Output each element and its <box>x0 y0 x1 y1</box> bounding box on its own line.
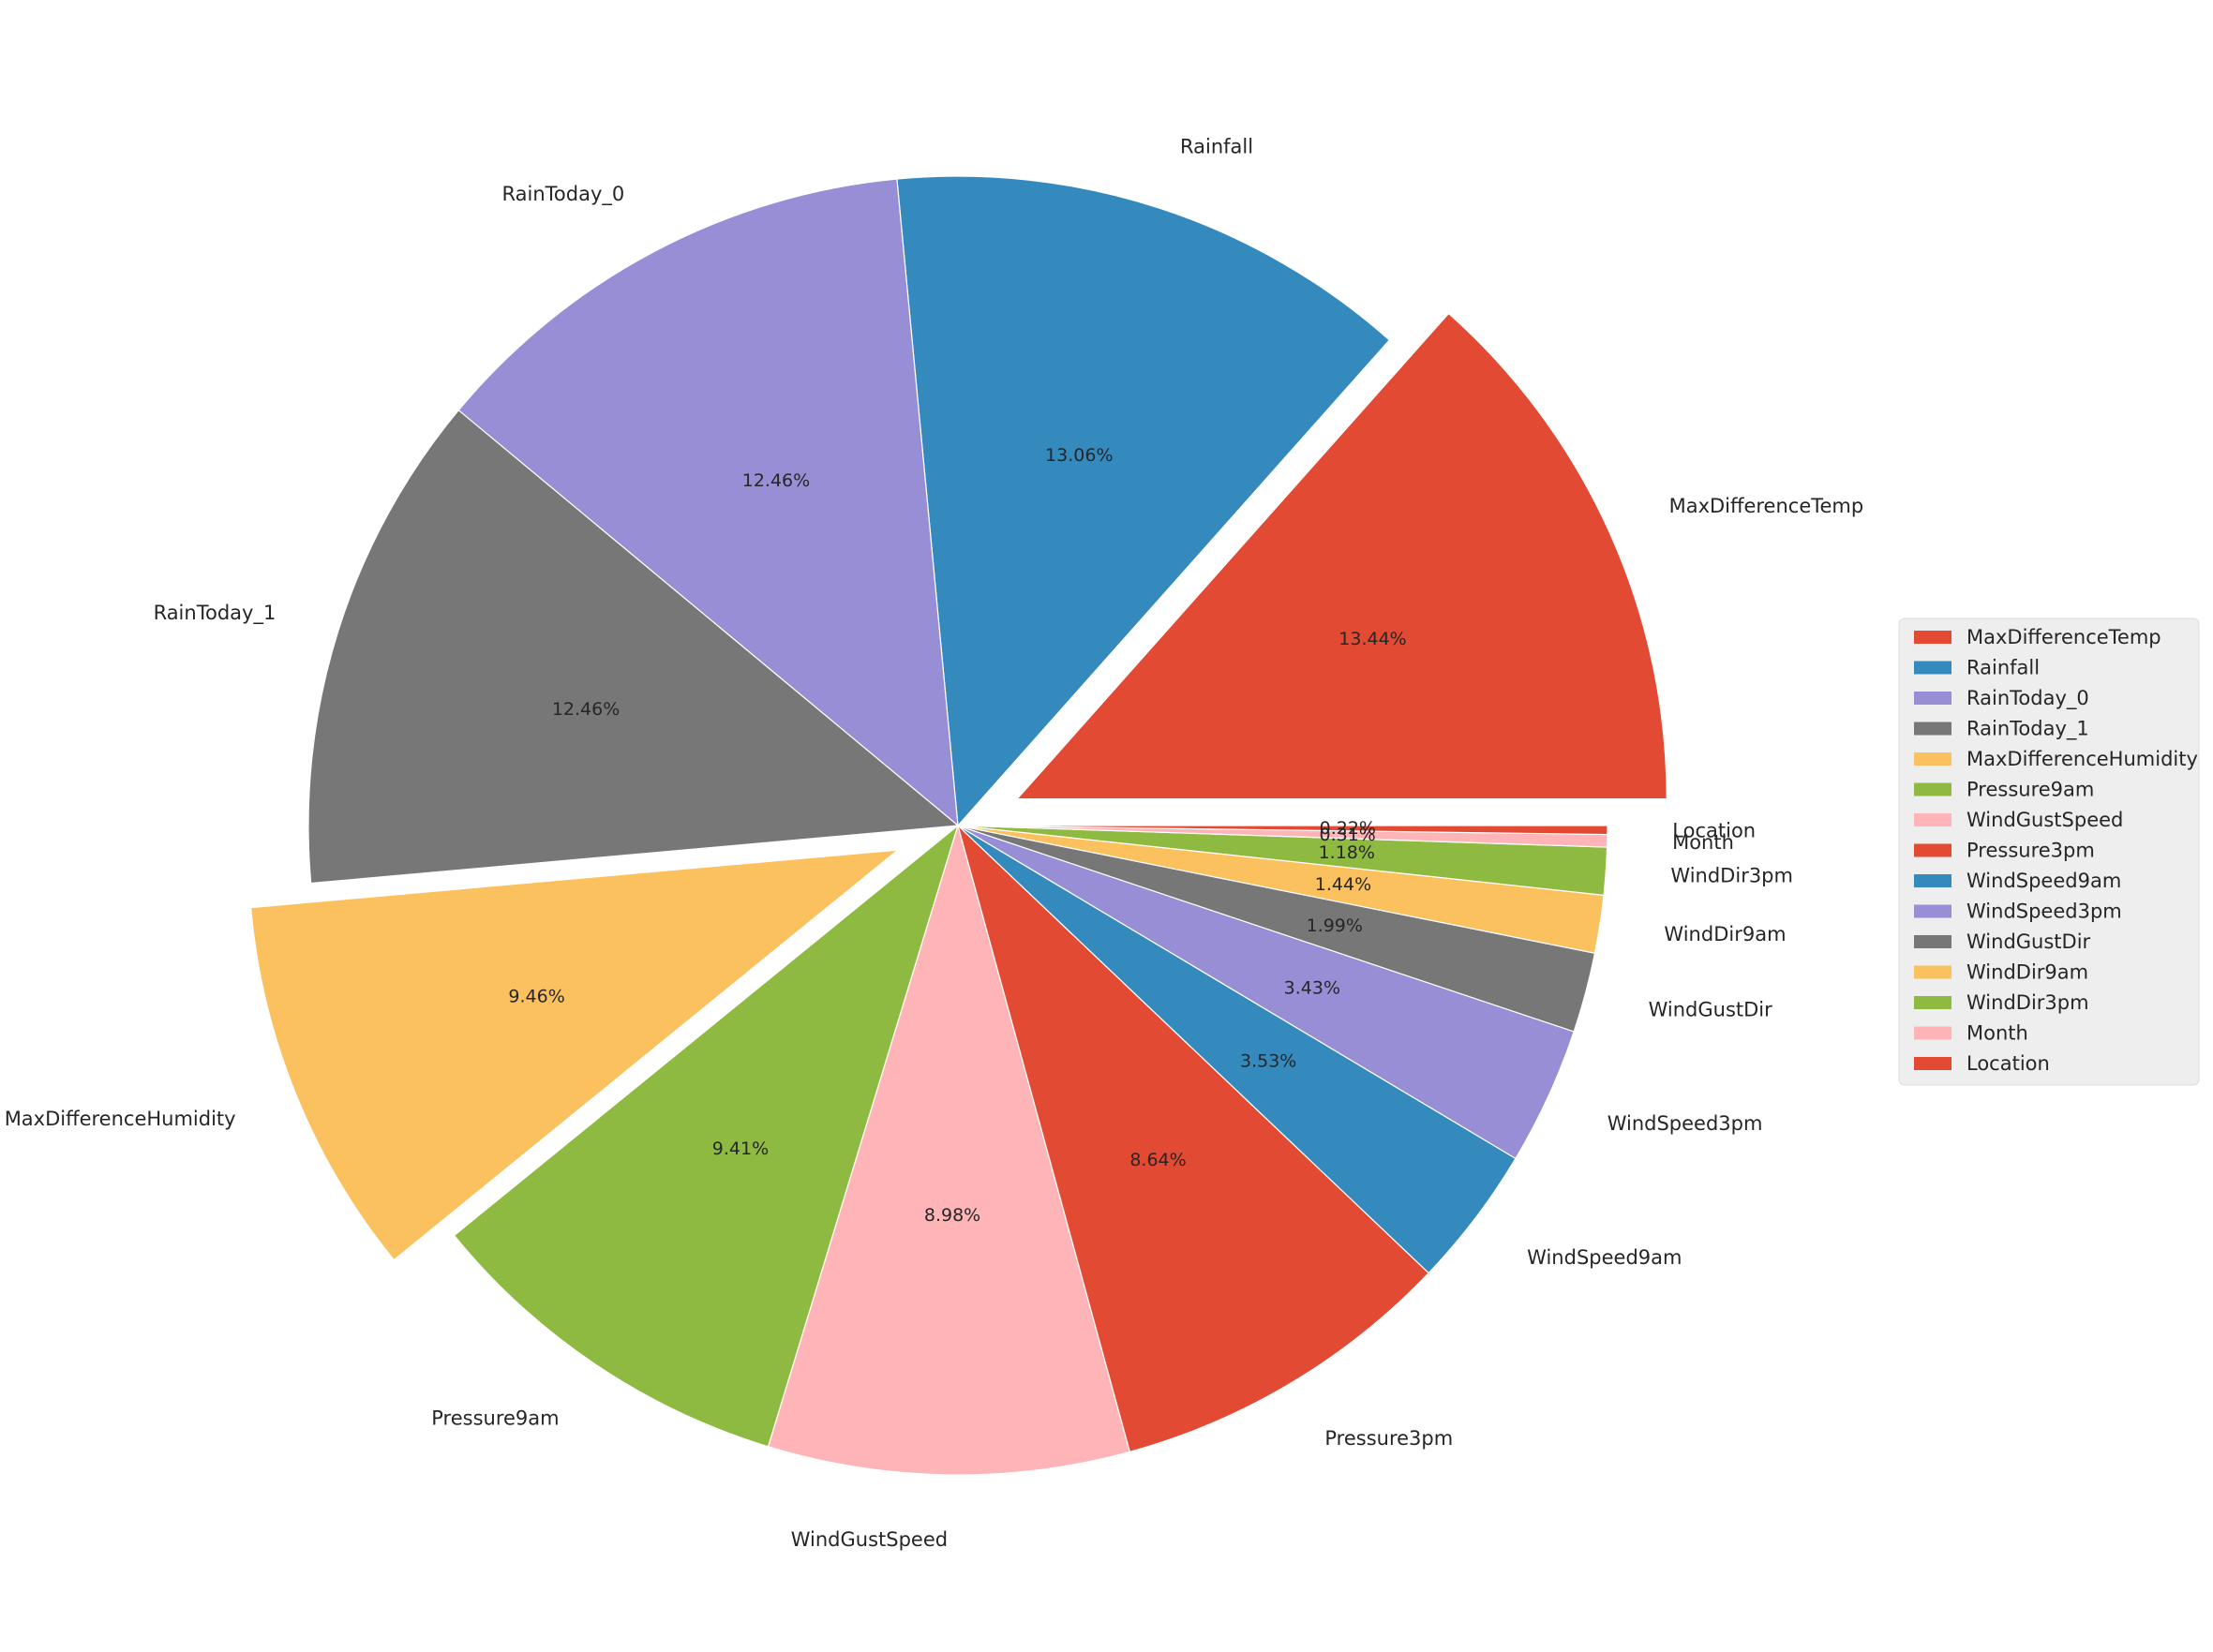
pct-label-pressure3pm: 8.64% <box>1129 1150 1186 1170</box>
pct-label-raintoday-0: 12.46% <box>742 470 810 491</box>
legend-swatch-pressure9am <box>1914 782 1951 796</box>
legend-swatch-windgustdir <box>1914 935 1951 948</box>
slice-label-windgustspeed: WindGustSpeed <box>791 1528 948 1551</box>
legend: MaxDifferenceTemp Rainfall RainToday_0 Rain… <box>1898 618 2200 1086</box>
slice-label-maxdifferencetemp: MaxDifferenceTemp <box>1669 495 1864 517</box>
legend-box <box>1898 618 2200 1086</box>
legend-label-windspeed3pm: WindSpeed3pm <box>1966 900 2122 923</box>
pie-slices <box>249 175 1667 1476</box>
legend-label-windspeed9am: WindSpeed9am <box>1966 870 2121 892</box>
legend-label-winddir3pm: WindDir3pm <box>1966 991 2089 1014</box>
legend-items: MaxDifferenceTemp Rainfall RainToday_0 Rain… <box>1914 626 2198 1075</box>
legend-swatch-winddir3pm <box>1914 996 1951 1009</box>
slice-label-raintoday-0: RainToday_0 <box>502 183 625 206</box>
pie-slice-location <box>957 825 1608 836</box>
legend-label-maxdifferencehumidity: MaxDifferenceHumidity <box>1966 748 2198 770</box>
legend-label-maxdifferencetemp: MaxDifferenceTemp <box>1966 626 2161 648</box>
legend-swatch-month <box>1914 1026 1951 1040</box>
slice-label-windspeed3pm: WindSpeed3pm <box>1607 1112 1763 1135</box>
legend-swatch-rainfall <box>1914 661 1951 675</box>
slice-label-maxdifferencehumidity: MaxDifferenceHumidity <box>5 1108 236 1130</box>
slice-label-winddir3pm: WindDir3pm <box>1670 865 1793 887</box>
legend-label-pressure9am: Pressure9am <box>1966 779 2094 801</box>
pct-label-windgustdir: 1.99% <box>1307 915 1363 936</box>
pct-label-location: 0.22% <box>1320 818 1376 839</box>
legend-swatch-pressure3pm <box>1914 843 1951 857</box>
pct-label-winddir3pm: 1.18% <box>1319 842 1375 863</box>
percent-labels: 13.44% 13.06% 12.46% 12.46% 9.46% 9.41% 8.98% 8… <box>508 445 1406 1226</box>
pct-label-rainfall: 13.06% <box>1045 445 1113 466</box>
legend-swatch-windgustspeed <box>1914 813 1951 826</box>
pie-slice-raintoday-1 <box>307 409 960 885</box>
legend-swatch-maxdifferencetemp <box>1914 631 1951 644</box>
legend-label-month: Month <box>1966 1022 2028 1045</box>
legend-label-location: Location <box>1966 1052 2050 1075</box>
legend-swatch-raintoday-1 <box>1914 722 1951 736</box>
pie-slice-windgustspeed <box>767 823 1131 1476</box>
legend-label-raintoday-0: RainToday_0 <box>1966 687 2089 710</box>
pie-slice-pressure9am <box>453 824 960 1448</box>
pct-label-windgustspeed: 8.98% <box>924 1205 980 1226</box>
pie-slice-rainfall <box>896 175 1391 827</box>
pct-label-maxdifferencehumidity: 9.46% <box>508 987 564 1007</box>
pct-label-windspeed3pm: 3.43% <box>1284 978 1340 999</box>
legend-swatch-location <box>1914 1057 1951 1070</box>
legend-label-raintoday-1: RainToday_1 <box>1966 718 2089 741</box>
pie-slice-maxdifferencehumidity <box>249 849 900 1261</box>
slice-label-pressure9am: Pressure9am <box>431 1407 559 1430</box>
pie-slice-raintoday-0 <box>457 178 959 827</box>
pct-label-winddir9am: 1.44% <box>1315 874 1371 895</box>
slice-labels: MaxDifferenceTemp Rainfall RainToday_0 Rain… <box>5 135 1864 1551</box>
legend-label-rainfall: Rainfall <box>1966 657 2040 679</box>
legend-label-windgustdir: WindGustDir <box>1966 930 2091 953</box>
slice-label-pressure3pm: Pressure3pm <box>1324 1427 1453 1450</box>
pie-slice-pressure3pm <box>956 824 1430 1453</box>
legend-swatch-winddir9am <box>1914 965 1951 979</box>
legend-label-winddir9am: WindDir9am <box>1966 961 2088 984</box>
legend-swatch-windspeed3pm <box>1914 904 1951 918</box>
slice-label-raintoday-1: RainToday_1 <box>154 602 277 625</box>
pie-slice-maxdifferencetemp <box>1015 312 1667 800</box>
pct-label-pressure9am: 9.41% <box>712 1139 769 1159</box>
pct-label-windspeed9am: 3.53% <box>1240 1050 1296 1071</box>
pct-label-month: 0.31% <box>1320 825 1376 845</box>
slice-label-location: Location <box>1672 819 1756 841</box>
legend-swatch-maxdifferencehumidity <box>1914 752 1951 766</box>
slice-label-winddir9am: WindDir9am <box>1664 923 1786 945</box>
legend-label-pressure3pm: Pressure3pm <box>1966 840 2095 862</box>
slice-label-windspeed9am: WindSpeed9am <box>1527 1246 1682 1269</box>
legend-swatch-raintoday-0 <box>1914 692 1951 705</box>
pct-label-raintoday-1: 12.46% <box>552 699 620 720</box>
slice-label-month: Month <box>1672 831 1734 854</box>
legend-swatch-windspeed9am <box>1914 874 1951 887</box>
slice-label-rainfall: Rainfall <box>1180 135 1253 157</box>
legend-label-windgustspeed: WindGustSpeed <box>1966 809 2123 831</box>
slice-label-windgustdir: WindGustDir <box>1649 998 1773 1020</box>
pct-label-maxdifferencetemp: 13.44% <box>1338 629 1406 649</box>
